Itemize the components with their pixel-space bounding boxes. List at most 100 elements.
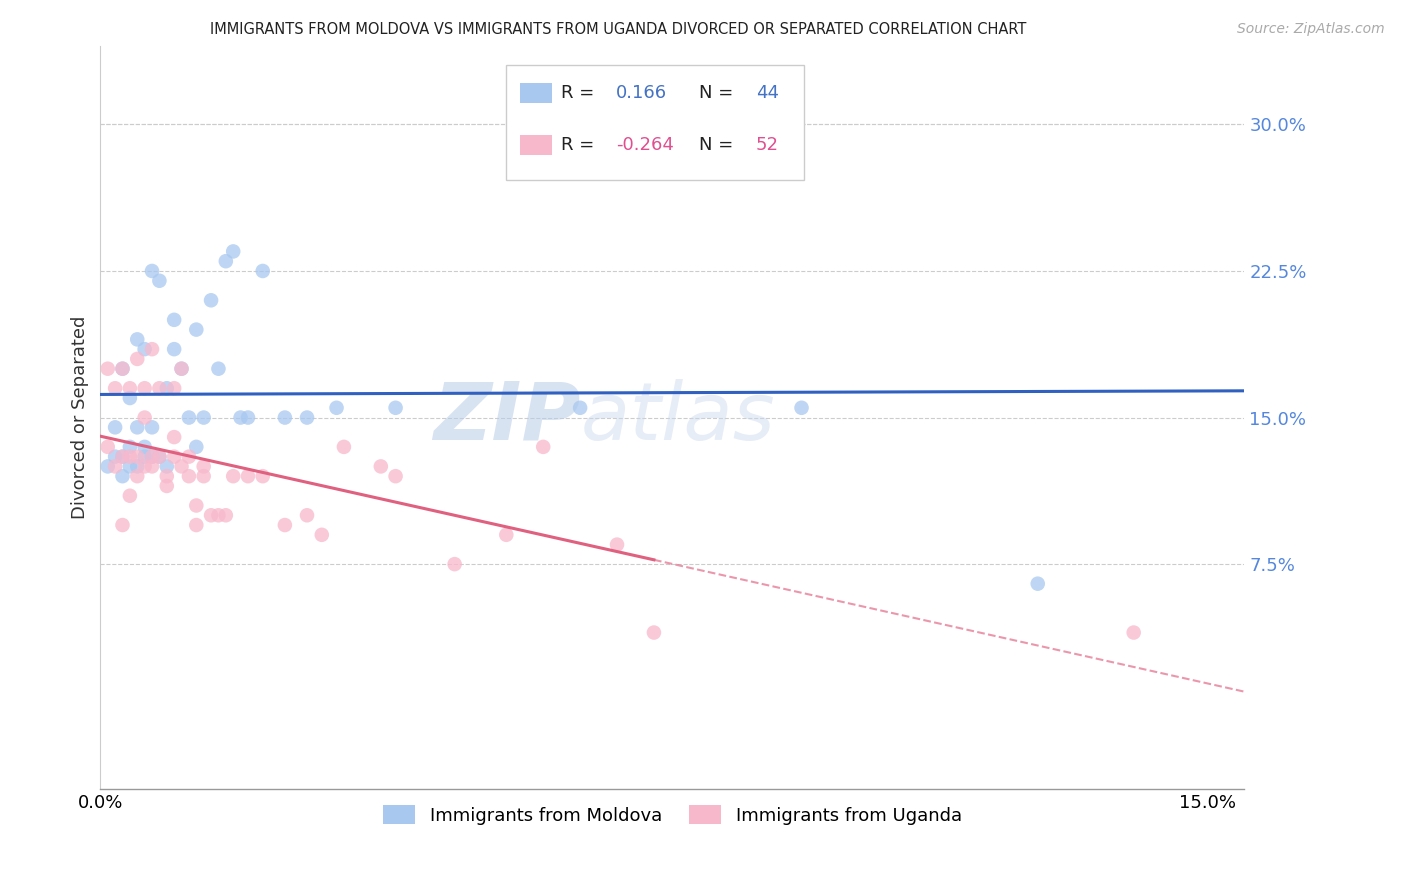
Point xyxy=(384,401,406,415)
Point xyxy=(754,146,776,161)
Point xyxy=(141,420,163,434)
Text: atlas: atlas xyxy=(581,378,776,457)
Point xyxy=(163,381,186,395)
Point xyxy=(111,518,134,533)
Point xyxy=(186,323,208,337)
Point xyxy=(118,489,141,503)
Point xyxy=(177,410,200,425)
Text: 44: 44 xyxy=(756,84,779,102)
Point xyxy=(170,361,193,376)
Point xyxy=(141,450,163,464)
Point xyxy=(141,342,163,356)
Point xyxy=(215,508,238,523)
FancyBboxPatch shape xyxy=(520,135,553,155)
Point xyxy=(141,264,163,278)
Point xyxy=(193,459,215,474)
Point xyxy=(215,254,238,268)
Point xyxy=(118,391,141,405)
Point xyxy=(311,528,333,542)
Point xyxy=(207,508,229,523)
Point xyxy=(111,361,134,376)
Point xyxy=(274,410,297,425)
Point xyxy=(134,410,156,425)
Point xyxy=(148,450,170,464)
Point xyxy=(111,361,134,376)
Point xyxy=(127,351,149,366)
Point xyxy=(127,459,149,474)
Point xyxy=(200,508,222,523)
Point xyxy=(134,450,156,464)
Point xyxy=(1122,625,1144,640)
Point xyxy=(163,342,186,356)
Point xyxy=(193,410,215,425)
Text: N =: N = xyxy=(699,136,738,154)
Point xyxy=(127,332,149,346)
Point xyxy=(236,469,259,483)
Point xyxy=(163,313,186,327)
FancyBboxPatch shape xyxy=(520,83,553,103)
Text: N =: N = xyxy=(699,84,738,102)
Point xyxy=(252,469,274,483)
Point xyxy=(170,459,193,474)
Text: 52: 52 xyxy=(756,136,779,154)
Text: Source: ZipAtlas.com: Source: ZipAtlas.com xyxy=(1237,22,1385,37)
Point xyxy=(127,420,149,434)
Point xyxy=(97,459,120,474)
Point xyxy=(200,293,222,308)
Point xyxy=(222,469,245,483)
Y-axis label: Divorced or Separated: Divorced or Separated xyxy=(72,316,89,519)
Point xyxy=(177,469,200,483)
Text: ZIP: ZIP xyxy=(433,378,581,457)
Point xyxy=(384,469,406,483)
Point xyxy=(148,381,170,395)
Point xyxy=(134,440,156,454)
Point xyxy=(134,342,156,356)
Point xyxy=(295,508,318,523)
Point xyxy=(333,440,356,454)
Point xyxy=(141,450,163,464)
Point xyxy=(127,469,149,483)
Legend: Immigrants from Moldova, Immigrants from Uganda: Immigrants from Moldova, Immigrants from… xyxy=(375,798,969,832)
Point xyxy=(177,450,200,464)
Point xyxy=(134,381,156,395)
Point xyxy=(156,381,179,395)
Point xyxy=(104,450,127,464)
Point xyxy=(606,538,628,552)
Point xyxy=(163,430,186,444)
Point xyxy=(111,469,134,483)
Point xyxy=(643,625,665,640)
Point xyxy=(186,518,208,533)
Text: R =: R = xyxy=(561,136,600,154)
Point xyxy=(295,410,318,425)
Point xyxy=(222,244,245,259)
Point xyxy=(495,528,517,542)
Point xyxy=(118,459,141,474)
Point xyxy=(370,459,392,474)
Text: R =: R = xyxy=(561,84,600,102)
Point xyxy=(127,450,149,464)
Point xyxy=(104,420,127,434)
Point xyxy=(156,459,179,474)
Point xyxy=(118,381,141,395)
Point xyxy=(104,459,127,474)
Point xyxy=(207,361,229,376)
Point xyxy=(531,440,554,454)
Point xyxy=(569,401,592,415)
Point xyxy=(252,264,274,278)
Point xyxy=(236,410,259,425)
Point xyxy=(325,401,347,415)
Point xyxy=(193,469,215,483)
Point xyxy=(134,459,156,474)
Point xyxy=(111,450,134,464)
Point xyxy=(156,479,179,493)
Point xyxy=(186,440,208,454)
Point xyxy=(170,361,193,376)
Point xyxy=(156,469,179,483)
Point xyxy=(790,401,813,415)
Point xyxy=(97,361,120,376)
Text: IMMIGRANTS FROM MOLDOVA VS IMMIGRANTS FROM UGANDA DIVORCED OR SEPARATED CORRELAT: IMMIGRANTS FROM MOLDOVA VS IMMIGRANTS FR… xyxy=(211,22,1026,37)
Point xyxy=(97,440,120,454)
Point xyxy=(186,499,208,513)
Text: 0.166: 0.166 xyxy=(616,84,668,102)
Text: -0.264: -0.264 xyxy=(616,136,675,154)
